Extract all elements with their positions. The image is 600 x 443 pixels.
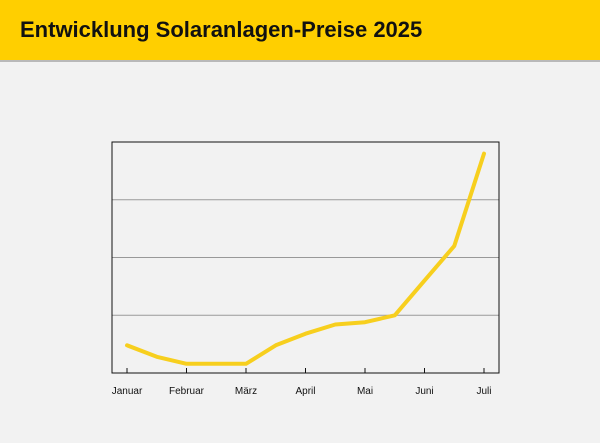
- x-axis: Januar Februar März April Mai Juni Juli: [112, 368, 492, 397]
- grid-lines: [112, 199, 499, 316]
- series-layer: [125, 151, 486, 366]
- x-tick-label-1: Januar: [112, 386, 143, 397]
- x-tick-label-2: Februar: [169, 386, 205, 397]
- chart-title: Entwicklung Solaranlagen-Preise 2025: [20, 17, 423, 42]
- x-tick-label-3: März: [235, 386, 257, 397]
- x-tick-label-7: Juli: [476, 386, 491, 397]
- x-tick-label-5: Mai: [357, 386, 373, 397]
- series-line-1: [125, 151, 486, 366]
- chart-header: Entwicklung Solaranlagen-Preise 2025: [0, 0, 600, 62]
- x-tick-label-6: Juni: [415, 386, 433, 397]
- x-tick-label-4: April: [295, 386, 315, 397]
